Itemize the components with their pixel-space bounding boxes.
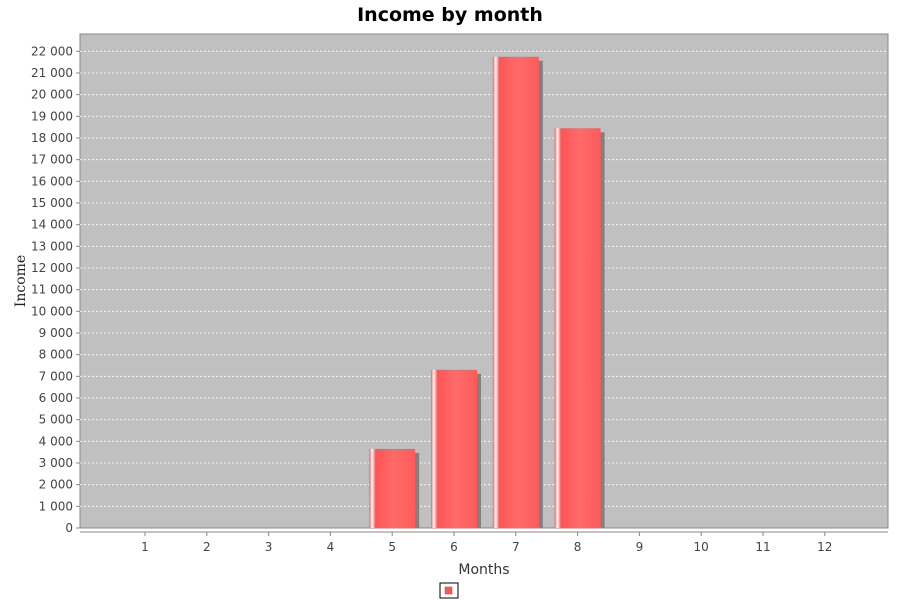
bar — [369, 448, 416, 528]
x-axis: 1 2 3 4 5 6 7 8 9 10 11 12 — [80, 531, 888, 554]
y-tick-label: 6 000 — [39, 391, 73, 405]
y-tick-label: 12 000 — [31, 261, 73, 275]
y-tick-label: 9 000 — [39, 326, 73, 340]
chart-title: Income by month — [357, 4, 543, 26]
x-tick-label: 1 — [141, 540, 149, 554]
legend — [439, 582, 459, 599]
y-tick-label: 2 000 — [39, 478, 73, 492]
bars — [369, 56, 605, 528]
y-tick-label: 22 000 — [31, 44, 73, 58]
x-tick-label: 3 — [265, 540, 273, 554]
y-tick-label: 10 000 — [31, 304, 73, 318]
y-tick-label: 16 000 — [31, 174, 73, 188]
y-tick-label: 19 000 — [31, 109, 73, 123]
y-tick-label: 3 000 — [39, 456, 73, 470]
x-tick-label: 5 — [388, 540, 396, 554]
y-tick-label: 21 000 — [31, 66, 73, 80]
x-tick-label: 8 — [574, 540, 582, 554]
y-tick-label: 14 000 — [31, 218, 73, 232]
legend-swatch — [444, 586, 453, 595]
y-tick-label: 11 000 — [31, 283, 73, 297]
x-tick-label: 6 — [450, 540, 458, 554]
x-axis-label: Months — [458, 562, 509, 578]
y-tick-label: 18 000 — [31, 131, 73, 145]
gridlines — [80, 50, 888, 507]
y-axis-label: Income — [13, 255, 29, 307]
bar — [492, 56, 539, 528]
y-tick-label: 5 000 — [39, 413, 73, 427]
y-tick-label: 7 000 — [39, 369, 73, 383]
y-tick-label: 8 000 — [39, 348, 73, 362]
y-tick-label: 1 000 — [39, 499, 73, 513]
x-tick-label: 9 — [636, 540, 644, 554]
y-tick-label: 15 000 — [31, 196, 73, 210]
bar — [554, 128, 601, 528]
plot-area — [79, 33, 889, 529]
y-tick-label: 20 000 — [31, 88, 73, 102]
x-tick-label: 12 — [817, 540, 832, 554]
y-tick-label: 13 000 — [31, 239, 73, 253]
x-tick-label: 10 — [694, 540, 709, 554]
x-tick-label: 4 — [327, 540, 335, 554]
x-tick-label: 2 — [203, 540, 211, 554]
x-tick-label: 11 — [755, 540, 770, 554]
y-tick-label: 17 000 — [31, 153, 73, 167]
x-tick-label: 7 — [512, 540, 520, 554]
y-tick-label: 0 — [65, 521, 73, 535]
y-axis: 0 1 000 2 000 3 000 4 000 5 000 6 000 7 000 8 00… — [31, 44, 80, 535]
bar — [431, 369, 477, 528]
y-tick-label: 4 000 — [39, 434, 73, 448]
